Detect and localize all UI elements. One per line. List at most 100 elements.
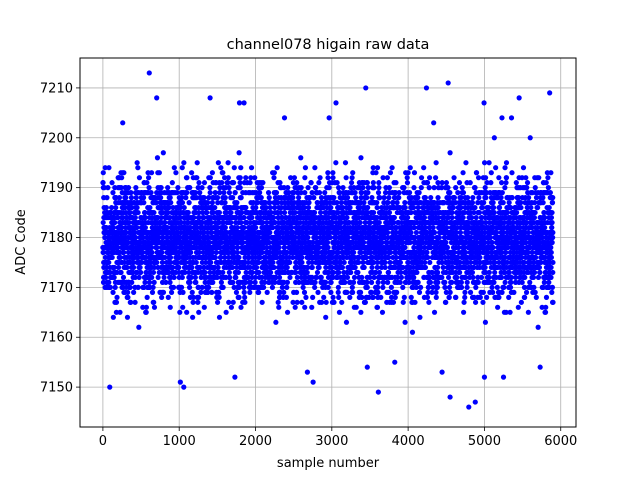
data-point (460, 190, 467, 196)
data-point (467, 289, 474, 295)
data-point (228, 304, 234, 310)
data-point (351, 274, 358, 281)
data-point (458, 279, 464, 285)
data-point (154, 155, 161, 161)
data-point (248, 175, 254, 181)
data-point (344, 274, 351, 281)
data-point (350, 279, 357, 285)
data-point (100, 180, 106, 186)
data-point (397, 279, 403, 285)
data-point (198, 289, 204, 295)
data-point (240, 239, 246, 246)
data-point (225, 175, 231, 181)
data-point (435, 269, 441, 276)
data-point (285, 185, 291, 191)
data-point (121, 249, 127, 256)
data-point (215, 264, 221, 271)
data-point (195, 284, 202, 290)
data-point (260, 219, 266, 226)
data-point (238, 304, 244, 310)
data-point (457, 269, 463, 276)
data-point (159, 259, 166, 266)
data-point (184, 175, 190, 181)
data-point (103, 204, 109, 211)
data-point (187, 279, 193, 285)
data-point (209, 289, 215, 295)
data-point (371, 209, 377, 216)
data-point (203, 209, 210, 216)
data-point (113, 309, 119, 315)
data-point (196, 249, 202, 256)
data-point (359, 294, 365, 300)
data-point (189, 264, 195, 271)
data-point (370, 180, 376, 186)
data-point (391, 214, 397, 221)
data-point (464, 279, 470, 285)
data-point (155, 274, 161, 281)
data-point (385, 269, 392, 276)
data-point (367, 219, 373, 226)
data-point (218, 165, 224, 171)
data-point (335, 284, 341, 290)
data-point (173, 170, 179, 176)
data-point (400, 299, 406, 305)
data-point (443, 299, 449, 305)
data-point (156, 170, 162, 176)
data-point (299, 299, 305, 305)
data-point (134, 160, 140, 166)
data-point (344, 289, 350, 295)
data-point (127, 284, 133, 290)
data-point (449, 209, 455, 216)
data-point (415, 279, 421, 285)
data-point (365, 190, 371, 196)
data-point (375, 284, 381, 290)
data-point (416, 289, 423, 295)
data-point (431, 229, 438, 236)
data-point (124, 314, 131, 320)
data-point (242, 279, 249, 285)
data-point (187, 224, 193, 231)
data-point (385, 200, 391, 206)
data-point (302, 304, 308, 310)
data-point (101, 185, 107, 191)
data-point (212, 190, 218, 196)
data-point (341, 259, 347, 266)
data-point (312, 279, 318, 285)
data-point (478, 274, 485, 281)
data-point (321, 294, 327, 300)
data-point (166, 204, 172, 211)
data-point (461, 309, 467, 315)
data-point (312, 284, 318, 290)
data-point (185, 209, 191, 216)
data-point (424, 249, 430, 256)
data-point (426, 175, 433, 181)
data-point (257, 254, 263, 261)
data-point (310, 294, 316, 300)
data-point (199, 284, 205, 290)
data-point (404, 180, 411, 186)
data-point (401, 294, 407, 300)
data-point (458, 204, 464, 211)
data-point (231, 180, 237, 186)
data-point (364, 279, 370, 285)
data-point (111, 264, 117, 271)
data-point (462, 249, 469, 256)
data-point (107, 284, 113, 290)
data-point (385, 229, 391, 236)
data-point (236, 150, 242, 156)
data-point (220, 284, 226, 290)
data-point (121, 170, 127, 176)
data-point (174, 259, 181, 266)
data-point (421, 214, 428, 221)
data-point (322, 190, 328, 196)
data-point (116, 195, 123, 201)
data-point (424, 180, 431, 186)
data-point (146, 175, 152, 181)
data-point (467, 180, 473, 186)
data-point (151, 299, 157, 305)
data-point (344, 195, 351, 201)
data-point (129, 204, 135, 211)
data-point (331, 195, 337, 201)
data-point (229, 264, 236, 271)
data-point (149, 249, 155, 256)
